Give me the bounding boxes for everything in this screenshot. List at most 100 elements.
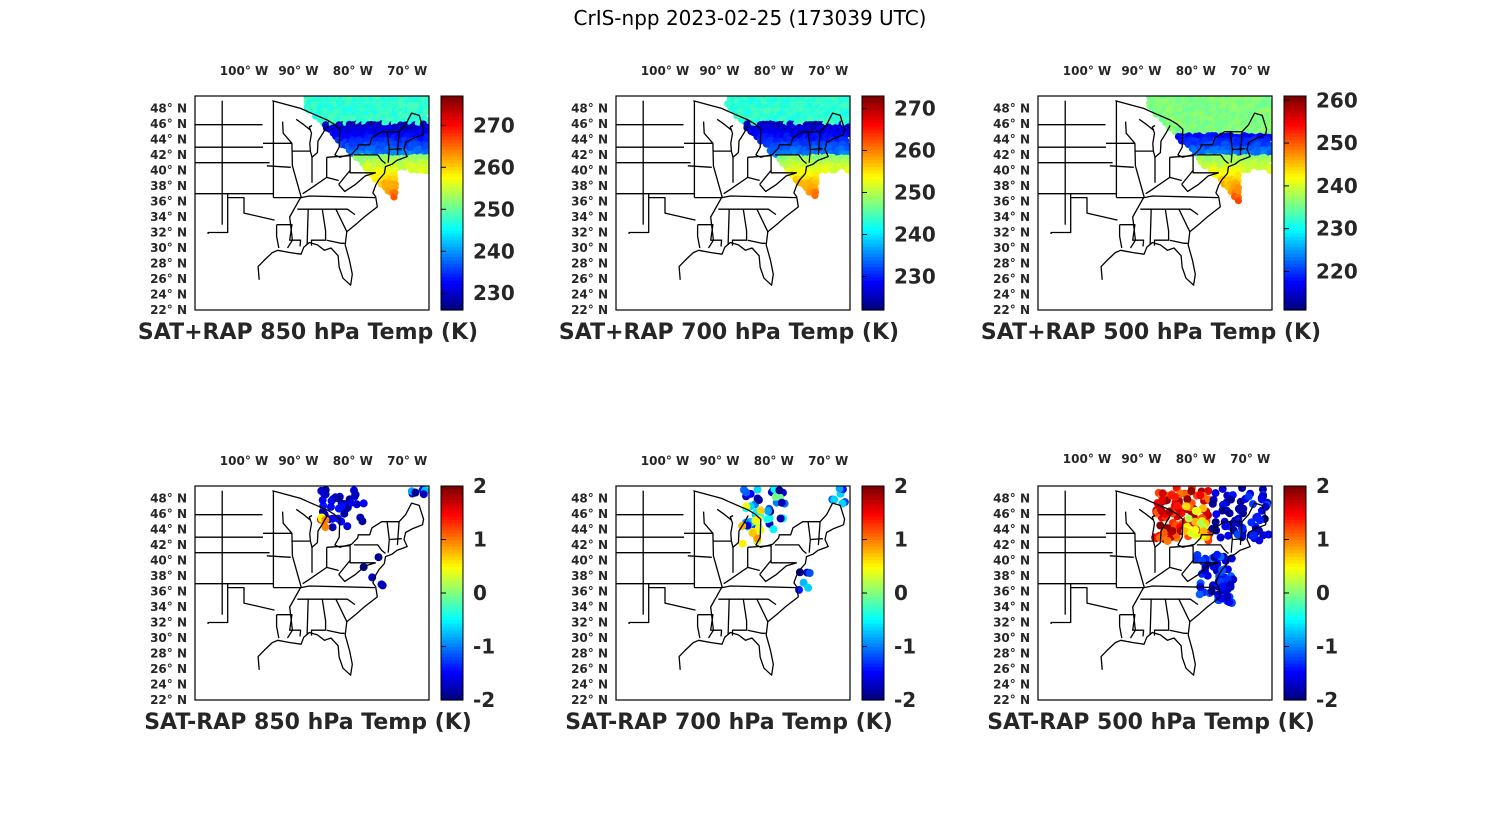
colorbar-segment — [1284, 636, 1306, 641]
panel-caption: SAT-RAP 500 hPa Temp (K) — [987, 710, 1315, 735]
colorbar-segment — [862, 522, 884, 527]
lat-tick-label: 46° N — [150, 507, 187, 521]
diff-data-point — [1218, 582, 1227, 591]
lat-tick-label: 46° N — [571, 507, 608, 521]
colorbar-segment — [1284, 116, 1306, 120]
colorbar-segment — [441, 229, 463, 234]
colorbar-segment — [862, 546, 884, 551]
colorbar-segment — [1284, 99, 1306, 104]
state-boundary — [297, 208, 356, 216]
map-svg: 100° W 90° W 80° W 70° W 48° N 46° N44° N 42° … — [150, 64, 515, 317]
colorbar-segment — [1284, 529, 1306, 534]
diff-data-point — [830, 495, 839, 504]
state-boundary — [731, 209, 748, 246]
colorbar-segment — [1284, 589, 1306, 594]
colorbar-segment — [862, 213, 884, 217]
temp-data-point — [391, 183, 399, 191]
diff-data-point — [1249, 500, 1257, 509]
colorbar-segment — [441, 182, 463, 187]
colorbar-segment — [441, 509, 463, 514]
colorbar-segment — [1284, 596, 1306, 601]
state-boundary — [338, 562, 376, 583]
colorbar-segment — [441, 169, 463, 174]
colorbar-segment — [1284, 283, 1306, 288]
colorbar-segment — [1284, 562, 1306, 567]
colorbar-tick-label: 0 — [1316, 581, 1330, 605]
lat-tick-label: 44° N — [993, 522, 1030, 536]
lon-tick-label: 80° W — [333, 64, 373, 78]
lat-tick-label: 26° N — [571, 272, 608, 286]
colorbar-segment — [862, 152, 884, 157]
colorbar-segment — [441, 236, 463, 241]
colorbar-segment — [441, 519, 463, 524]
lon-tick-label: 80° W — [754, 64, 794, 78]
colorbar-segment — [862, 119, 884, 124]
colorbar-segment — [441, 142, 463, 147]
colorbar-segment — [1284, 629, 1306, 634]
temp-data-point — [1266, 166, 1272, 174]
diff-data-point — [775, 486, 784, 495]
colorbar-segment — [441, 256, 463, 261]
colorbar-segment — [441, 159, 463, 164]
diff-data-point — [1257, 493, 1266, 502]
colorbar-segment — [862, 532, 884, 537]
lat-tick-label: 40° N — [993, 553, 1030, 567]
state-boundary — [1070, 196, 1118, 221]
lat-tick-label: 30° N — [150, 241, 187, 255]
state-boundary — [694, 585, 797, 589]
lat-tick-label: 32° N — [571, 616, 608, 630]
state-boundary — [1109, 165, 1134, 168]
colorbar-segment — [862, 613, 884, 617]
lat-tick-label: 44° N — [150, 132, 187, 146]
diff-data-point — [374, 553, 383, 562]
map-panel-sat-minus-rap-700: 100° W 90° W 80° W 70° W 48° N 46° N 44° N 42° … — [571, 454, 916, 786]
colorbar-segment — [441, 599, 463, 604]
colorbar-segment — [441, 526, 463, 531]
map-frame — [194, 485, 430, 701]
state-boundary — [718, 208, 777, 216]
colorbar-segment — [1284, 522, 1306, 527]
colorbar-segment — [862, 149, 884, 154]
colorbar-segment — [441, 203, 463, 207]
colorbar-segment — [441, 619, 463, 624]
colorbar-segment — [1284, 646, 1306, 651]
colorbar-segment — [441, 243, 463, 248]
colorbar-segment — [441, 166, 463, 171]
temp-data-point — [844, 166, 850, 174]
state-boundary — [326, 629, 345, 634]
colorbar-segment — [862, 219, 884, 224]
lat-tick-label: 26° N — [993, 272, 1030, 286]
colorbar-segment — [862, 226, 884, 231]
colorbar-segment — [441, 283, 463, 288]
state-boundary — [1140, 208, 1199, 216]
state-boundary — [389, 148, 402, 151]
colorbar-segment — [1284, 233, 1306, 238]
state-boundary — [297, 598, 356, 606]
diff-data-point — [359, 499, 368, 508]
colorbar-segment — [862, 666, 884, 671]
colorbar-segment — [441, 639, 463, 644]
state-boundary — [1181, 562, 1219, 583]
lon-tick-label: 90° W — [1121, 452, 1161, 466]
map-panel-sat-minus-rap-850: 100° W 90° W 80° W 70° W 48° N 46° N 44° N 42° … — [150, 454, 495, 786]
colorbar-segment — [862, 286, 884, 291]
colorbar-segment — [1284, 146, 1306, 151]
diff-data-point — [334, 494, 343, 503]
colorbar-segment — [862, 112, 884, 117]
state-boundary — [731, 599, 748, 636]
colorbar-segment — [862, 102, 884, 107]
colorbar-segment — [1284, 593, 1306, 597]
colorbar-segment — [441, 102, 463, 107]
colorbar-segment — [862, 203, 884, 207]
lat-tick-label: 42° N — [150, 148, 187, 162]
colorbar-segment — [862, 572, 884, 577]
colorbar-segment — [441, 606, 463, 611]
colorbar-segment — [441, 132, 463, 137]
colorbar-segment — [862, 129, 884, 134]
diff-data-point — [1184, 514, 1193, 523]
colorbar-tick-label: 230 — [894, 264, 936, 288]
lat-tick-label: 22° N — [571, 303, 608, 317]
colorbar-segment — [441, 259, 463, 264]
state-boundary — [628, 193, 650, 234]
colorbar-segment — [1284, 186, 1306, 191]
